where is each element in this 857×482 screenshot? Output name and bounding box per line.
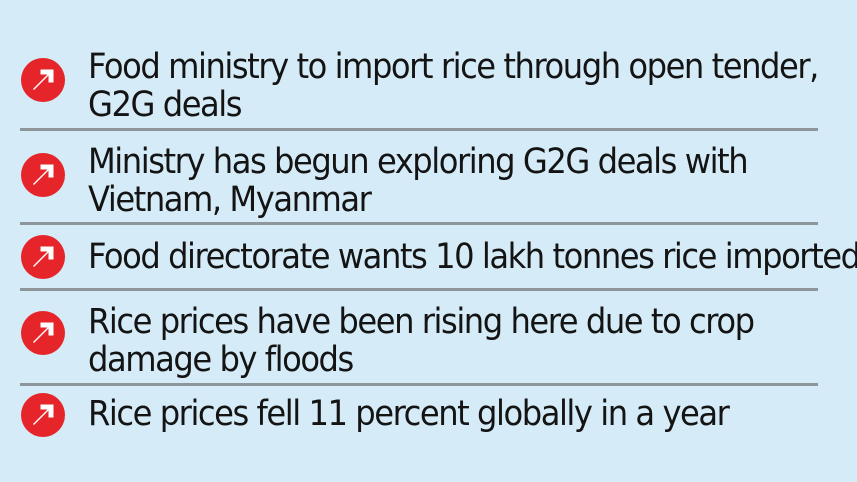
highlight-text-2: Ministry has begun exploring G2G deals w… [88,143,769,219]
divider [20,128,818,131]
highlight-text-5: Rice prices fell 11 percent globally in … [88,395,769,433]
highlight-line: Ministry has begun exploring G2G deals w… [88,142,749,182]
highlight-line: G2G deals [88,85,243,125]
highlight-line: Vietnam, Myanmar [88,180,372,220]
arrow-up-right-icon [21,393,65,437]
arrow-up-right-icon [21,311,65,355]
divider [20,222,818,225]
highlight-text-3: Food directorate wants 10 lakh tonnes ri… [88,237,857,277]
highlight-text-1: Food ministry to import rice through ope… [88,47,819,125]
highlight-line: Food ministry to import rice through ope… [88,47,819,87]
highlight-text-4: Rice prices have been rising here due to… [88,303,769,379]
arrow-up-right-icon [21,58,65,102]
divider [20,288,818,291]
highlight-line: damage by floods [88,340,354,380]
arrow-up-right-icon [21,235,65,279]
highlight-line: Rice prices have been rising here due to… [88,302,755,342]
arrow-up-right-icon [21,153,65,197]
highlight-line: Food directorate wants 10 lakh tonnes ri… [88,237,857,277]
divider [20,383,818,386]
highlight-line: Rice prices fell 11 percent globally in … [88,394,730,434]
